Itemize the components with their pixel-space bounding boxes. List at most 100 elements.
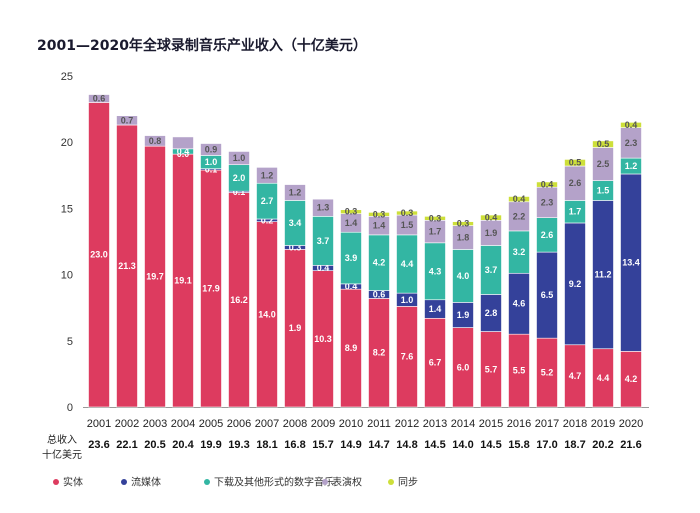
data-label-performance: 1.3	[317, 203, 330, 213]
data-label-downloads: 3.2	[513, 247, 526, 257]
total-value: 23.6	[88, 439, 109, 451]
bar-segment-performance	[256, 167, 278, 184]
data-label-streaming: 0.1	[233, 187, 246, 197]
x-tick-label: 2009	[311, 418, 335, 430]
x-tick-label: 2016	[507, 418, 531, 430]
bar-segment-sync	[508, 196, 530, 203]
data-label-streaming: 0.3	[289, 242, 302, 252]
total-value: 14.9	[340, 439, 361, 451]
legend-item-downloads: 下载及其他形式的数字音乐	[204, 476, 334, 489]
data-label-physical: 8.2	[373, 348, 386, 358]
data-label-downloads: 3.7	[485, 265, 498, 275]
data-label-streaming: 9.2	[569, 279, 582, 289]
bar-stack-2010: 8.9 0.4 3.9 1.40.3	[340, 207, 362, 408]
data-label-performance: 0.6	[93, 94, 106, 104]
data-label-physical: 17.9	[202, 284, 220, 294]
data-label-performance: 0.7	[121, 115, 134, 125]
bar-segment-performance	[172, 136, 194, 150]
bar-stack-2002: 21.3 0.7	[116, 115, 138, 408]
y-axis: 0 5 10 15 20 25	[61, 71, 649, 414]
total-value: 14.8	[396, 439, 417, 451]
data-label-physical: 4.2	[625, 374, 638, 384]
data-label-physical: 4.7	[569, 371, 582, 381]
data-label-downloads: 1.7	[569, 207, 582, 217]
data-label-downloads: 3.7	[317, 236, 330, 246]
data-label-downloads: 1.2	[625, 161, 638, 171]
bar-stack-2007: 14.0 0.2 2.7 1.2	[256, 167, 278, 408]
bars-area: 23.00.621.30.719.70.819.10.00.417.90.11.…	[88, 94, 642, 408]
total-value: 18.7	[564, 439, 585, 451]
data-label-streaming: 1.0	[401, 295, 414, 305]
totals-label-line2: 十亿美元	[42, 448, 82, 461]
bar-stack-2012: 7.6 1.0 4.4 1.5 0.3	[396, 208, 418, 408]
bar-segment-sync	[480, 214, 502, 221]
data-label-performance: 1.5	[401, 220, 414, 230]
total-value: 15.8	[508, 439, 529, 451]
legend-swatch	[121, 479, 127, 485]
data-label-sync: 0.5	[597, 139, 610, 149]
data-label-streaming: 1.9	[457, 310, 470, 320]
legend-item-sync: 同步	[388, 477, 418, 489]
x-tick-label: 2007	[255, 418, 279, 430]
data-label-sync: 0.3	[373, 209, 386, 219]
legend-item-streaming: 流媒体	[121, 476, 161, 489]
data-label-sync: 0.5	[569, 158, 582, 168]
total-value: 14.7	[368, 439, 389, 451]
data-label-physical: 5.7	[485, 364, 498, 374]
data-label-performance: 1.2	[261, 170, 274, 180]
data-label-performance: 0.8	[149, 136, 162, 146]
bar-segment-performance	[228, 151, 250, 166]
data-label-physical: 4.4	[597, 373, 610, 383]
total-value: 14.5	[424, 439, 445, 451]
bar-stack-2019: 4.4 11.2 1.5 2.5 0.5	[592, 139, 614, 408]
x-tick-label: 2008	[283, 418, 307, 430]
x-tick-label: 2010	[339, 418, 363, 430]
data-label-downloads: 1.5	[597, 186, 610, 196]
data-label-downloads: 1.0	[205, 157, 218, 167]
data-label-downloads: 3.9	[345, 253, 358, 263]
data-label-streaming: 0.1	[205, 164, 218, 174]
data-label-performance: 2.5	[597, 159, 610, 169]
data-label-sync: 0.3	[345, 207, 358, 217]
bar-stack-2014: 6.0 1.9 4.0 1.8 0.3	[452, 219, 474, 408]
data-label-performance: 2.3	[541, 197, 554, 207]
data-label-physical: 7.6	[401, 352, 414, 362]
bar-stack-2017: 5.2 6.5 2.6 2.3 0.4	[536, 180, 558, 408]
bar-segment-sync	[620, 122, 642, 128]
total-value: 14.5	[480, 439, 501, 451]
data-label-performance: 2.6	[569, 178, 582, 188]
data-label-streaming: 0.6	[373, 289, 386, 299]
totals-row: 总收入 十亿美元 23.6 22.1 20.5 20.4 19.9 19.3 18.1 16.…	[42, 433, 642, 461]
x-tick-label: 2001	[87, 418, 111, 430]
legend-item-physical: 实体	[53, 476, 83, 489]
data-label-physical: 8.9	[345, 343, 358, 353]
data-label-physical: 6.7	[429, 358, 442, 368]
total-value: 21.6	[620, 439, 641, 451]
x-tick-label: 2012	[395, 418, 419, 430]
bar-segment-sync	[592, 140, 614, 148]
data-label-downloads: 4.4	[401, 259, 414, 269]
totals-label-line1: 总收入	[47, 433, 77, 446]
total-value: 20.5	[144, 439, 165, 451]
data-label-physical: 16.2	[230, 295, 248, 305]
data-label-streaming: 13.4	[622, 258, 640, 268]
total-value: 22.1	[116, 439, 137, 451]
bar-stack-2003: 19.7 0.8	[144, 135, 166, 408]
y-tick-label: 10	[61, 270, 73, 282]
x-tick-label: 2013	[423, 418, 447, 430]
legend-label: 实体	[63, 476, 83, 489]
bar-stack-2005: 17.9 0.11.0 0.9	[200, 143, 222, 408]
data-label-physical: 19.1	[174, 276, 192, 286]
data-label-physical: 5.5	[513, 366, 526, 376]
data-label-downloads: 0.4	[177, 146, 190, 156]
data-label-downloads: 3.4	[289, 218, 302, 228]
legend-item-performance: 表演权	[322, 476, 362, 489]
data-label-performance: 1.8	[457, 233, 470, 243]
total-value: 16.8	[284, 439, 305, 451]
total-value: 18.1	[256, 439, 277, 451]
bar-stack-2020: 4.2 13.4 1.2 2.3 0.4	[620, 120, 642, 408]
total-value: 20.2	[592, 439, 613, 451]
y-tick-label: 0	[67, 402, 73, 414]
data-label-streaming: 0.4	[345, 282, 358, 292]
